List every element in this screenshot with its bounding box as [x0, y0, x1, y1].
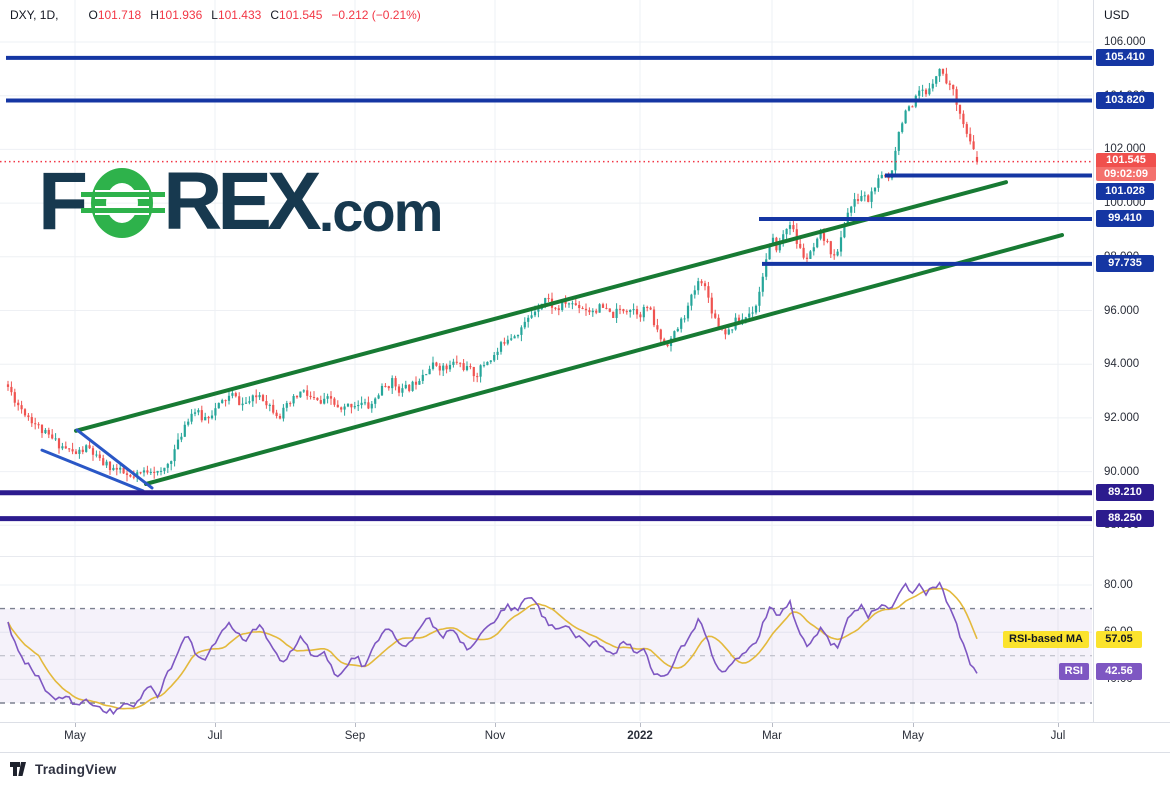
symbol-title: DXY, 1D, [10, 8, 59, 22]
time-tick-mark [355, 723, 356, 727]
currency-label: USD [1104, 8, 1130, 22]
price-tick-label: 94.000 [1104, 358, 1140, 371]
time-tick-mark [640, 723, 641, 727]
level-price-label: 101.028 [1096, 183, 1154, 200]
time-tick-label: Mar [762, 730, 782, 742]
price-tick-label: 100.000 [1104, 197, 1146, 210]
level-price-label: 103.820 [1096, 92, 1154, 109]
trend-channel[interactable] [40, 180, 1064, 493]
watermark-rex: REX [163, 156, 322, 247]
level-price-label: 88.250 [1096, 510, 1154, 527]
price-tick-label: 90.000 [1104, 465, 1140, 478]
price-tick-label: 102.000 [1104, 143, 1146, 156]
time-axis[interactable]: May Jul Sep Nov 2022 Mar May Jul [0, 722, 1170, 753]
time-tick-mark [913, 723, 914, 727]
rsi-ma-name-label: RSI-based MA [1003, 631, 1089, 648]
level-price-label: 97.735 [1096, 255, 1154, 272]
low-label: L [211, 8, 218, 22]
forex-watermark: F REX .com [38, 156, 444, 247]
level-price-label: 105.410 [1096, 49, 1154, 66]
open-value: 101.718 [97, 8, 142, 22]
watermark-f: F [38, 156, 88, 247]
symbol-legend[interactable]: DXY, 1D, O101.718 H101.936 L101.433 C101.545… [10, 8, 421, 22]
close-label: C [270, 8, 280, 22]
candles-layer [6, 67, 979, 483]
horizontal-level-lines[interactable] [0, 55, 1092, 522]
rsi-band [0, 607, 1092, 704]
price-axis[interactable]: USD 101.545 09:02:09 57.05 42.56 106.000… [1093, 0, 1170, 752]
rsi-line [7, 581, 978, 716]
tradingview-attribution[interactable]: TradingView [10, 761, 116, 777]
level-price-label: 99.410 [1096, 210, 1154, 227]
rsi-ma-value-label: 57.05 [1096, 631, 1142, 648]
gridlines [0, 0, 1092, 721]
price-tick-label: 106.000 [1104, 36, 1146, 48]
open-label: O [88, 8, 98, 22]
rsi-ma-line [7, 587, 978, 710]
rsi-tick-label: 80.00 [1104, 579, 1133, 591]
rsi-value-label: 42.56 [1096, 663, 1142, 680]
tradingview-logo-icon [10, 762, 26, 776]
pane-separator[interactable] [0, 556, 1093, 557]
bar-countdown: 09:02:09 [1096, 167, 1156, 181]
close-value: 101.545 [279, 8, 323, 22]
time-tick-label: 2022 [627, 730, 653, 742]
high-value: 101.936 [158, 8, 203, 22]
time-tick-mark [1058, 723, 1059, 727]
current-price-value: 101.545 [1096, 153, 1156, 167]
current-price-label: 101.545 09:02:09 [1096, 153, 1156, 181]
time-tick-label: Sep [344, 730, 366, 742]
time-tick-label: Jul [207, 730, 223, 742]
high-label: H [150, 8, 159, 22]
low-value: 101.433 [217, 8, 262, 22]
time-tick-mark [215, 723, 216, 727]
watermark-o-icon [81, 168, 166, 238]
rsi-plot [7, 581, 978, 716]
time-tick-mark [495, 723, 496, 727]
tradingview-text: TradingView [35, 761, 117, 777]
level-price-label: 89.210 [1096, 484, 1154, 501]
price-tick-label: 96.000 [1104, 304, 1140, 317]
time-tick-label: Nov [484, 730, 506, 742]
change-value: −0.212 (−0.21%) [331, 8, 421, 22]
rsi-name-label: RSI [1058, 663, 1089, 680]
time-tick-label: May [902, 730, 924, 742]
time-tick-mark [772, 723, 773, 727]
watermark-com: .com [318, 180, 444, 243]
time-tick-label: May [64, 730, 86, 742]
time-tick-mark [75, 723, 76, 727]
time-tick-label: Jul [1050, 730, 1066, 742]
price-tick-label: 92.000 [1104, 411, 1140, 424]
